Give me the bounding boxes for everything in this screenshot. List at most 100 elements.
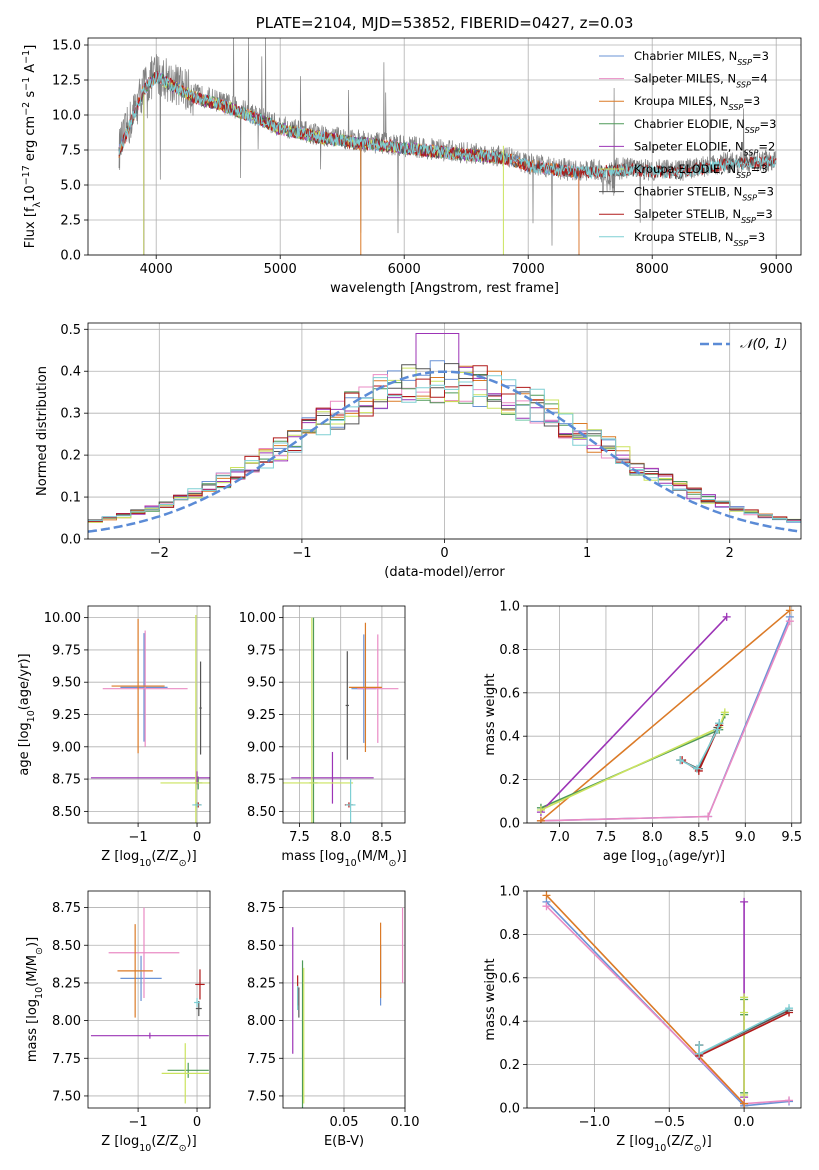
tick-label-y: 8.75 <box>52 901 81 916</box>
x-axis-label: wavelength [Angstrom, rest frame] <box>330 281 559 296</box>
legend-text: Salpeter ELODIE, N <box>634 139 744 153</box>
series-salpeter-elodie <box>536 612 731 817</box>
y-axis-label: mass [log10(M/M⊙)] <box>25 937 45 1062</box>
series-marker <box>695 1049 704 1058</box>
legend-entry: Salpeter MILES, NSSP=4 <box>634 72 768 90</box>
legend-tail: =3 <box>756 207 773 221</box>
x-axis-label: Z [log10(Z/Z⊙)] <box>101 849 196 869</box>
series-line <box>545 894 745 1105</box>
tick-label-y: 7.50 <box>247 1089 276 1104</box>
x-label-part: age [log <box>603 849 656 864</box>
errorbar-point <box>291 751 374 804</box>
legend-text: Chabrier MILES, N <box>634 49 737 63</box>
axes-frame <box>526 605 802 824</box>
tick-label-x: 4000 <box>140 262 173 277</box>
series-marker <box>704 812 713 821</box>
legend-sub: SSP <box>736 80 751 89</box>
tick-label-x: 7.5 <box>289 830 310 845</box>
x-axis-label: Z [log10(Z/Z⊙)] <box>101 1134 196 1154</box>
axes-weight-vs-Z: −1.0 −0.5 0.0 0.0 0.2 0.4 0.6 0.8 1.0 Z [log10(Z/… <box>483 885 802 1154</box>
x-label-part: 10 <box>139 1143 151 1154</box>
x-axis-label: Z [log10(Z/Z⊙)] <box>616 1134 711 1154</box>
tick-label-x: 1 <box>583 546 591 561</box>
tick-label-y: 0.0 <box>499 1102 520 1117</box>
y-axis-label: mass weight <box>483 673 498 755</box>
series-salpeter-miles <box>542 902 794 1108</box>
errorbar-point <box>120 633 168 742</box>
tick-label-y: 8.50 <box>52 805 81 820</box>
tick-label-y: 0.4 <box>499 730 520 745</box>
tick-label-x: 7.5 <box>596 830 617 845</box>
series-line <box>545 905 790 1105</box>
x-label-part: 10 <box>345 858 357 869</box>
series-marker <box>695 1041 704 1050</box>
x-axis-label: mass [log10(M/M⊙)] <box>281 849 406 869</box>
tick-label-y: 0.0 <box>60 533 81 548</box>
tick-label-x: −0.5 <box>653 1115 685 1130</box>
axes-frame <box>87 890 211 1109</box>
series-line <box>540 609 791 822</box>
tick-label-x: 0 <box>440 546 448 561</box>
errorbar-point <box>199 661 202 755</box>
tick-label-x: 9000 <box>760 262 793 277</box>
errorbar-point <box>345 779 356 823</box>
axes-frame <box>87 322 802 540</box>
tick-label-x: 0 <box>193 830 201 845</box>
x-label-part: Z [log <box>616 1134 654 1149</box>
series-kroupa-miles <box>542 891 749 1108</box>
tick-label-y: 9.75 <box>247 643 276 658</box>
x-label-part: )] <box>187 1134 197 1149</box>
tick-label-x: 8.5 <box>372 830 393 845</box>
series-marker <box>676 756 685 765</box>
tick-label-y: 7.75 <box>52 1052 81 1067</box>
x-label-part: )] <box>702 1134 712 1149</box>
tick-label-y: 9.50 <box>247 676 276 691</box>
tick-label-y: 9.50 <box>52 676 81 691</box>
tick-label-x: 2 <box>726 546 734 561</box>
y-label-part: 10 <box>34 987 45 999</box>
plot-area-spectrum <box>118 38 777 255</box>
legend-tail: =3 <box>748 230 765 244</box>
legend-entry: Chabrier STELIB, NSSP=3 <box>634 185 774 203</box>
tick-label-y: 0.0 <box>60 249 81 264</box>
tick-label-x: −2 <box>150 546 169 561</box>
x-label-part: )] <box>397 849 407 864</box>
axes-mass-vs-EBV: 0.05 0.10 7.50 7.75 8.00 8.25 8.50 8.75 E(B-V) <box>247 890 419 1149</box>
legend-entry: 𝒩(0, 1) <box>740 337 787 352</box>
y-label-part: −1 <box>21 77 32 91</box>
tick-label-y: 8.50 <box>52 939 81 954</box>
tick-label-y: 0.2 <box>60 449 81 464</box>
legend-tail: =3 <box>760 117 777 131</box>
series-marker <box>785 1096 794 1105</box>
series-kroupa-elodie <box>740 993 749 1099</box>
y-label-part: mass [log <box>25 999 40 1062</box>
legend-sub: SSP <box>736 171 751 180</box>
tick-label-x: 7000 <box>512 262 545 277</box>
tick-label-y: 1.0 <box>499 600 520 615</box>
tick-label-x: 8000 <box>636 262 669 277</box>
series-marker <box>536 805 545 814</box>
x-label-part: (Z/Z <box>151 849 178 864</box>
tick-label-y: 9.25 <box>247 708 276 723</box>
tick-label-y: 7.5 <box>60 144 81 159</box>
series-marker <box>740 897 749 906</box>
legend-tail: =4 <box>751 72 768 86</box>
series-marker <box>722 612 731 621</box>
tick-label-y: 7.50 <box>52 1089 81 1104</box>
tick-label-y: 0.2 <box>499 1058 520 1073</box>
tick-label-x: −1 <box>292 546 311 561</box>
axes-frame <box>526 890 802 1109</box>
legend-sub: SSP <box>734 238 749 247</box>
errorbar-point <box>111 618 165 754</box>
tick-label-y: 8.50 <box>247 939 276 954</box>
tick-label-x: 8.0 <box>330 830 351 845</box>
plot-area-age-vs-mass <box>283 617 399 823</box>
axes-frame <box>282 605 406 824</box>
tick-label-y: 8.25 <box>247 976 276 991</box>
series-kroupa-stelib <box>676 719 724 773</box>
legend-text: Salpeter STELIB, N <box>634 207 741 221</box>
errorbar-point <box>108 907 180 998</box>
tick-label-x: 8.0 <box>642 830 663 845</box>
x-label-part: 10 <box>654 1143 666 1154</box>
